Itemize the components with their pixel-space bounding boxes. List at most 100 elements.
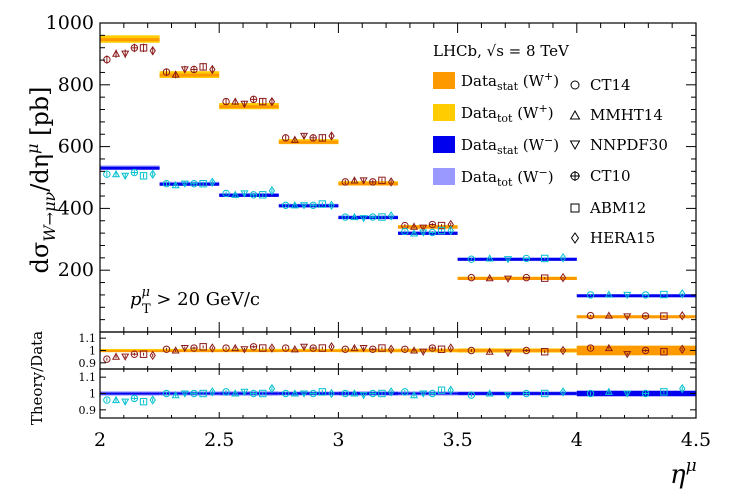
wminus-ratio-point-HERA15-1-shape	[209, 387, 216, 397]
wplus-ratio-point-HERA15-1-shape	[209, 343, 216, 353]
wplus-ratio-point-ABM12-6-shape	[541, 348, 549, 356]
x-tick-label-1: 2.5	[204, 429, 234, 451]
wminus-ratio-point-CT10-5	[428, 389, 437, 398]
wminus-main-point-MMHT14-7	[604, 290, 613, 298]
wminus-main-point-CT10-2	[249, 191, 258, 199]
wminus-main-point-HERA15-3-shape	[328, 200, 335, 211]
wplus-main-point-MMHT14-4-shape	[350, 176, 359, 184]
wplus-main-point-CT14-2-shape	[222, 97, 230, 106]
wplus-ratio-point-HERA15-0-shape	[149, 350, 156, 361]
wminus-ratio-point-MMHT14-5-shape	[409, 390, 419, 399]
wminus-main-point-ABM12-2	[259, 191, 267, 199]
wminus-ratio-point-MMHT14-2-shape	[231, 389, 240, 397]
wminus-ratio-point-NNPDF30-1-shape	[180, 390, 189, 398]
wminus-ratio-point-CT14-4-shape	[341, 389, 349, 398]
x-tick-label-3: 3.5	[442, 429, 472, 451]
wminus-main-point-MMHT14-3	[290, 201, 299, 209]
wplus-ratio-point-MMHT14-4-shape	[350, 343, 359, 352]
wplus-ratio-point-HERA15-5-shape	[447, 343, 454, 353]
wminus-ratio-stat-band-4	[338, 392, 398, 395]
wplus-ratio-stat-band-2	[219, 349, 279, 352]
wminus-main-point-HERA15-6-shape	[559, 252, 567, 263]
wplus-main-point-NNPDF30-0	[121, 50, 130, 58]
x-tick-label-2: 3	[332, 429, 344, 451]
wplus-ratio-point-CT14-1	[162, 345, 171, 353]
wminus-ratio-point-ABM12-4	[378, 389, 386, 398]
wplus-ratio-point-CT10-5	[428, 344, 437, 352]
wplus-ratio-point-ABM12-2-shape	[259, 344, 267, 352]
wminus-ratio-point-HERA15-6	[559, 387, 567, 397]
wminus-main-point-CT10-7	[641, 291, 650, 299]
wminus-main-point-ABM12-0-shape	[139, 172, 148, 180]
wplus-main-point-ABM12-4	[378, 176, 386, 185]
wplus-ratio-point-CT10-2	[249, 343, 258, 351]
wminus-main-point-HERA15-5-shape	[447, 225, 454, 236]
wplus-main-point-CT14-6-shape	[467, 273, 476, 282]
wminus-ratio-point-CT10-2	[249, 389, 258, 398]
wplus-stat-band-0	[100, 38, 160, 42]
wminus-ratio-point-NNPDF30-2	[240, 388, 249, 397]
wminus-ratio-point-ABM12-5	[437, 386, 446, 394]
wplus-main-point-CT10-1	[190, 65, 198, 74]
wplus-ratio-point-CT10-4	[369, 345, 377, 353]
wplus-ratio-point-CT14-5	[401, 345, 409, 353]
legend-label-ct10: CT10	[590, 167, 631, 185]
wminus-ratio-point-CT14-3	[281, 389, 290, 398]
wplus-main-point-CT10-6	[522, 273, 531, 282]
wplus-ratio-point-MMHT14-5-shape	[409, 346, 419, 354]
wplus-main-point-HERA15-1	[209, 64, 216, 75]
wminus-main-point-CT14-7	[586, 291, 595, 299]
wplus-ratio-point-CT10-7	[641, 346, 650, 355]
wminus-main-point-HERA15-5	[447, 225, 454, 236]
wminus-main-point-NNPDF30-6	[503, 256, 513, 264]
wplus-main-point-CT10-0	[130, 44, 139, 52]
wminus-ratio-point-CT14-7-shape	[586, 389, 595, 398]
pt-annotation: pμ T > 20 GeV/c	[130, 285, 260, 317]
wplus-main-point-CT14-7-shape	[586, 311, 595, 320]
wplus-ratio-point-HERA15-2	[268, 343, 276, 353]
wplus-main-point-HERA15-0-shape	[149, 46, 156, 56]
wplus-ratio-point-NNPDF30-1-shape	[180, 344, 189, 353]
wminus-ratio-point-HERA15-0-shape	[149, 395, 156, 405]
wplus-ratio-point-NNPDF30-4	[359, 344, 368, 353]
x-tick-label-0: 2	[94, 429, 106, 451]
legend-swatch-wminus-stat	[433, 136, 455, 153]
wminus-main-point-ABM12-5	[437, 226, 446, 235]
wminus-main-point-NNPDF30-1	[180, 180, 189, 188]
wminus-main-point-NNPDF30-5	[419, 229, 428, 237]
wplus-ratio-point-CT14-7	[586, 344, 595, 352]
wplus-ratio-point-NNPDF30-0	[121, 353, 130, 361]
wminus-main-point-NNPDF30-0-shape	[121, 172, 130, 181]
wplus-main-point-CT14-6	[467, 273, 476, 282]
wminus-main-point-ABM12-3-shape	[318, 200, 327, 208]
wplus-main-point-MMHT14-7-shape	[604, 311, 613, 319]
wplus-ratio-stat-band-0	[100, 350, 160, 353]
wplus-ratio-point-NNPDF30-2	[240, 346, 249, 354]
wplus-main-point-CT14-1	[162, 68, 171, 76]
wplus-main-point-NNPDF30-2	[240, 100, 249, 109]
wplus-ratio-point-NNPDF30-5-shape	[419, 348, 428, 356]
wminus-ratio-stat-band-1	[159, 392, 220, 395]
x-tick-label-4: 4	[571, 429, 583, 451]
wplus-ratio-point-MMHT14-0-shape	[111, 352, 121, 360]
wminus-ratio-point-MMHT14-0	[111, 395, 121, 404]
wplus-main-point-ABM12-1	[199, 63, 207, 71]
wminus-ratio-point-ABM12-0-shape	[139, 397, 148, 406]
wminus-ratio-point-HERA15-7-shape	[679, 383, 686, 394]
wplus-main-point-HERA15-6-shape	[559, 272, 567, 283]
wplus-main-point-ABM12-1-shape	[199, 63, 207, 71]
wplus-main-point-MMHT14-0	[111, 49, 121, 57]
wminus-main-point-MMHT14-7-shape	[604, 290, 613, 298]
wminus-main-point-ABM12-6-shape	[541, 254, 549, 263]
wplus-ratio-stat-band-4	[338, 349, 398, 352]
wminus-main-point-NNPDF30-2	[240, 190, 249, 198]
x-tick-label-5: 4.5	[681, 429, 711, 451]
wplus-ratio-point-ABM12-4-shape	[378, 344, 386, 352]
wplus-main-point-ABM12-2	[259, 97, 267, 106]
wplus-ratio-stat-band-6	[457, 349, 577, 352]
wplus-ratio-point-HERA15-5	[447, 343, 454, 353]
wplus-ratio-point-NNPDF30-1	[180, 344, 189, 353]
wplus-main-point-MMHT14-3	[290, 135, 299, 143]
y-tick-label-2: 600	[58, 136, 94, 158]
